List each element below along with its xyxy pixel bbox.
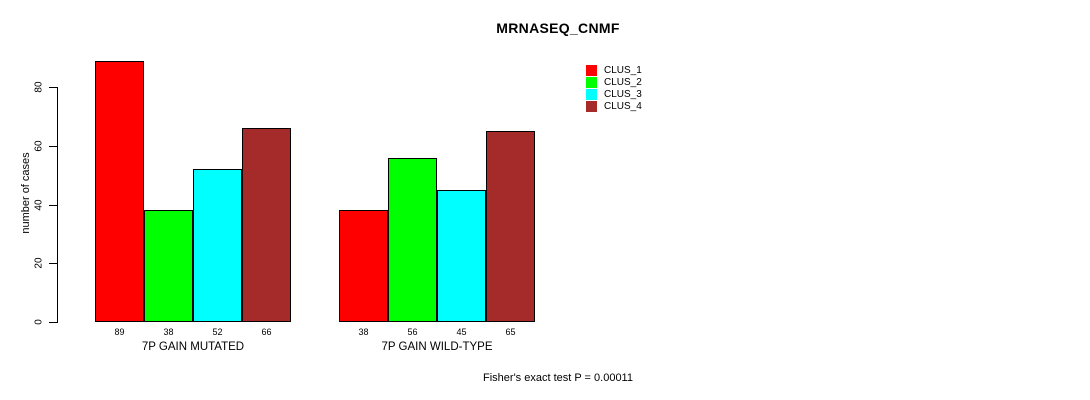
y-tick bbox=[49, 87, 57, 88]
legend-label: CLUS_2 bbox=[604, 76, 642, 88]
legend-label: CLUS_3 bbox=[604, 88, 642, 100]
legend-swatch-icon bbox=[586, 76, 597, 88]
chart-title: MRNASEQ_CNMF bbox=[496, 20, 620, 36]
bar-clus_1-2 bbox=[339, 210, 388, 322]
bar-clus_2-2 bbox=[388, 157, 437, 322]
bar-value-label: 38 bbox=[163, 327, 174, 337]
bar-value-label: 66 bbox=[261, 327, 272, 337]
y-tick-label: 80 bbox=[33, 81, 45, 93]
y-tick-label: 60 bbox=[33, 140, 45, 152]
y-tick-label: 0 bbox=[33, 319, 45, 325]
bar-value-label: 52 bbox=[212, 327, 223, 337]
legend-item-clus_3: CLUS_3 bbox=[586, 88, 642, 100]
bar-value-label: 65 bbox=[505, 327, 516, 337]
bar-value-label: 45 bbox=[456, 327, 467, 337]
bar-clus_1-1 bbox=[95, 60, 144, 322]
legend-item-clus_2: CLUS_2 bbox=[586, 76, 642, 88]
legend-label: CLUS_1 bbox=[604, 64, 642, 76]
legend-swatch-icon bbox=[586, 64, 597, 76]
category-label-1: 7P GAIN MUTATED bbox=[141, 341, 245, 353]
bar-clus_4-2 bbox=[486, 131, 535, 322]
legend: CLUS_1 CLUS_2 CLUS_3 CLUS_4 bbox=[586, 64, 642, 112]
y-tick bbox=[49, 322, 57, 323]
bar-clus_4-1 bbox=[242, 128, 291, 322]
legend-item-clus_1: CLUS_1 bbox=[586, 64, 642, 76]
bar-clus_2-1 bbox=[144, 210, 193, 322]
bar-value-label: 89 bbox=[114, 327, 125, 337]
category-label-2: 7P GAIN WILD-TYPE bbox=[381, 341, 493, 353]
legend-swatch-icon bbox=[586, 88, 597, 100]
bar-clus_3-1 bbox=[193, 169, 242, 322]
y-tick-label: 40 bbox=[33, 198, 45, 211]
y-tick-label: 20 bbox=[33, 257, 45, 269]
y-tick bbox=[49, 145, 57, 147]
bar-value-label: 38 bbox=[358, 327, 369, 337]
legend-item-clus_4: CLUS_4 bbox=[586, 100, 642, 112]
bar-clus_3-2 bbox=[437, 189, 486, 322]
y-tick bbox=[49, 204, 57, 206]
legend-label: CLUS_4 bbox=[604, 100, 642, 112]
y-axis-label: number of cases bbox=[20, 152, 32, 234]
bar-value-label: 56 bbox=[407, 327, 418, 337]
y-axis-line bbox=[57, 87, 58, 323]
legend-swatch-icon bbox=[586, 100, 597, 112]
y-tick bbox=[49, 263, 57, 265]
annotation-text: Fisher's exact test P = 0.00011 bbox=[483, 372, 633, 384]
